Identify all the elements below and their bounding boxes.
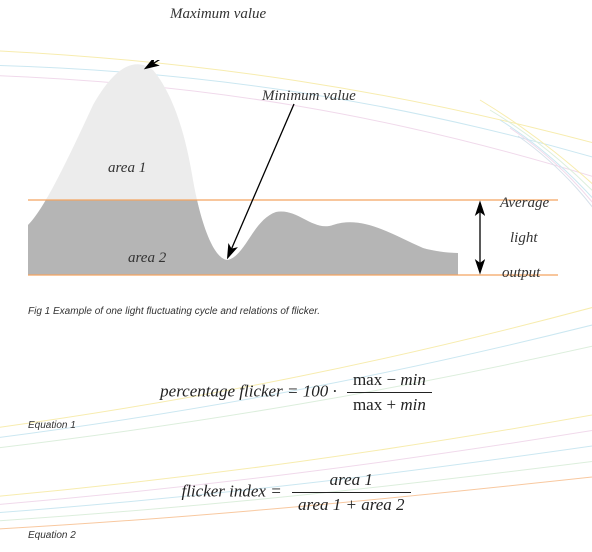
eq1-den-b: min — [400, 395, 426, 414]
flicker-svg — [28, 60, 558, 320]
eq1-lhs: percentage flicker = 100 · — [160, 381, 341, 400]
max-value-label: Maximum value — [170, 6, 266, 23]
eq2-lhs: flicker index = — [181, 481, 285, 500]
equation-2: flicker index = area 1 area 1 + area 2 — [0, 470, 592, 515]
eq1-den-op: + — [382, 395, 400, 414]
area1-label: area 1 — [108, 160, 146, 177]
eq2-num: area 1 — [330, 470, 373, 489]
eq1-fraction: max − min max + min — [347, 370, 432, 415]
area2-label: area 2 — [128, 250, 166, 267]
arrow-to-peak — [146, 60, 210, 68]
equation-2-label: Equation 2 — [28, 530, 76, 541]
flicker-cycle-figure: area 1 area 2 Average light output — [28, 60, 558, 340]
figure-caption: Fig 1 Example of one light fluctuating c… — [28, 306, 320, 317]
equation-1: percentage flicker = 100 · max − min max… — [0, 370, 592, 415]
eq1-den-a: max — [353, 395, 382, 414]
equation-1-label: Equation 1 — [28, 420, 76, 431]
eq1-num-op: − — [382, 370, 400, 389]
eq2-fraction: area 1 area 1 + area 2 — [292, 470, 411, 515]
eq2-den: area 1 + area 2 — [298, 495, 405, 514]
avg-label-1: Average — [500, 195, 549, 212]
eq1-num-b: min — [400, 370, 426, 389]
eq1-num-a: max — [353, 370, 382, 389]
avg-label-2: light — [510, 230, 538, 247]
avg-label-3: output — [502, 265, 540, 282]
